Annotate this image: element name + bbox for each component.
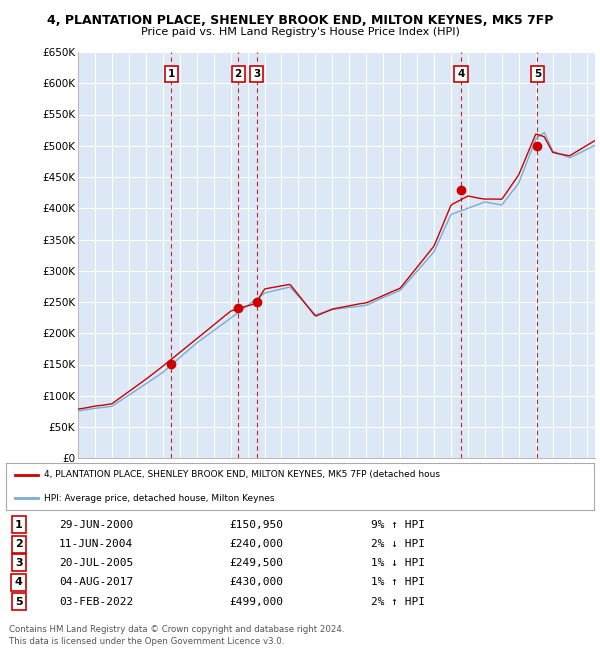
Text: £240,000: £240,000	[229, 540, 283, 549]
Text: 20-JUL-2005: 20-JUL-2005	[59, 558, 133, 568]
Text: 1% ↑ HPI: 1% ↑ HPI	[371, 577, 425, 588]
Text: 04-AUG-2017: 04-AUG-2017	[59, 577, 133, 588]
Text: 2% ↑ HPI: 2% ↑ HPI	[371, 597, 425, 607]
Text: 3: 3	[253, 69, 260, 79]
Text: 4, PLANTATION PLACE, SHENLEY BROOK END, MILTON KEYNES, MK5 7FP: 4, PLANTATION PLACE, SHENLEY BROOK END, …	[47, 14, 553, 27]
Text: £499,000: £499,000	[229, 597, 283, 607]
Text: Contains HM Land Registry data © Crown copyright and database right 2024.: Contains HM Land Registry data © Crown c…	[9, 625, 344, 634]
Text: 1: 1	[15, 520, 23, 530]
Text: 5: 5	[15, 597, 23, 607]
Text: 2: 2	[235, 69, 242, 79]
Text: 4, PLANTATION PLACE, SHENLEY BROOK END, MILTON KEYNES, MK5 7FP (detached hous: 4, PLANTATION PLACE, SHENLEY BROOK END, …	[44, 470, 440, 479]
Text: 3: 3	[15, 558, 23, 568]
Text: 5: 5	[534, 69, 541, 79]
Text: 1: 1	[167, 69, 175, 79]
Text: 1% ↓ HPI: 1% ↓ HPI	[371, 558, 425, 568]
Text: Price paid vs. HM Land Registry's House Price Index (HPI): Price paid vs. HM Land Registry's House …	[140, 27, 460, 37]
Text: 2: 2	[15, 540, 23, 549]
Text: £150,950: £150,950	[229, 520, 283, 530]
Text: 2% ↓ HPI: 2% ↓ HPI	[371, 540, 425, 549]
Text: 4: 4	[457, 69, 465, 79]
Text: 03-FEB-2022: 03-FEB-2022	[59, 597, 133, 607]
Text: 4: 4	[15, 577, 23, 588]
Text: 11-JUN-2004: 11-JUN-2004	[59, 540, 133, 549]
Text: £249,500: £249,500	[229, 558, 283, 568]
Text: 9% ↑ HPI: 9% ↑ HPI	[371, 520, 425, 530]
Text: 29-JUN-2000: 29-JUN-2000	[59, 520, 133, 530]
Text: £430,000: £430,000	[229, 577, 283, 588]
Text: This data is licensed under the Open Government Licence v3.0.: This data is licensed under the Open Gov…	[9, 637, 284, 646]
Text: HPI: Average price, detached house, Milton Keynes: HPI: Average price, detached house, Milt…	[44, 493, 275, 502]
